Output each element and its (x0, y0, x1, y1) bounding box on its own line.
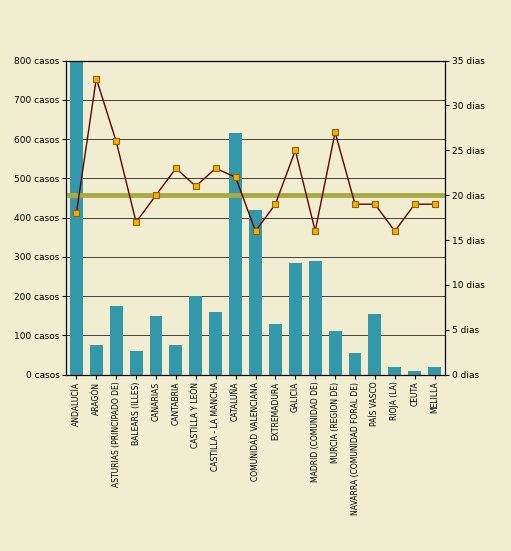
Bar (428, 367, 441, 375)
Bar (110, 306, 123, 375)
Bar (90, 345, 103, 375)
Bar (170, 345, 182, 375)
Bar (130, 351, 143, 375)
Bar (150, 316, 162, 375)
Bar (329, 332, 341, 375)
Bar (70, 61, 83, 375)
Bar (388, 367, 401, 375)
Bar (408, 371, 421, 375)
Bar (209, 312, 222, 375)
Bar (189, 296, 202, 375)
Bar (249, 210, 262, 375)
Bar (269, 323, 282, 375)
Bar (229, 133, 242, 375)
Bar (349, 353, 361, 375)
Bar (309, 261, 322, 375)
Bar (289, 263, 302, 375)
Bar (368, 314, 381, 375)
